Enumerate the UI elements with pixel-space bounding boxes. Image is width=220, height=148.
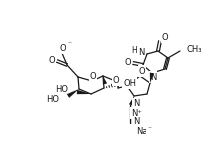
Text: O: O [125,58,131,66]
Text: HO: HO [55,86,68,95]
Text: HO: HO [46,95,59,103]
Polygon shape [150,73,154,83]
Text: H: H [131,45,137,54]
Text: O: O [90,71,96,81]
Text: N⁺: N⁺ [132,108,142,118]
Text: N: N [150,73,156,82]
Text: N: N [133,118,139,127]
Polygon shape [67,89,79,98]
Polygon shape [77,90,91,94]
Text: O: O [162,33,168,41]
Text: N: N [138,48,144,57]
Text: Na: Na [136,127,148,136]
Text: CH₃: CH₃ [187,45,202,53]
Text: O: O [60,44,66,53]
Text: O: O [49,56,55,65]
Polygon shape [103,76,107,85]
Polygon shape [129,96,134,106]
Text: ⁻: ⁻ [147,124,151,133]
Text: O: O [113,75,119,85]
Text: ⁻: ⁻ [67,40,71,49]
Text: N: N [133,99,139,108]
Text: O: O [139,66,145,75]
Text: OH: OH [123,78,136,87]
